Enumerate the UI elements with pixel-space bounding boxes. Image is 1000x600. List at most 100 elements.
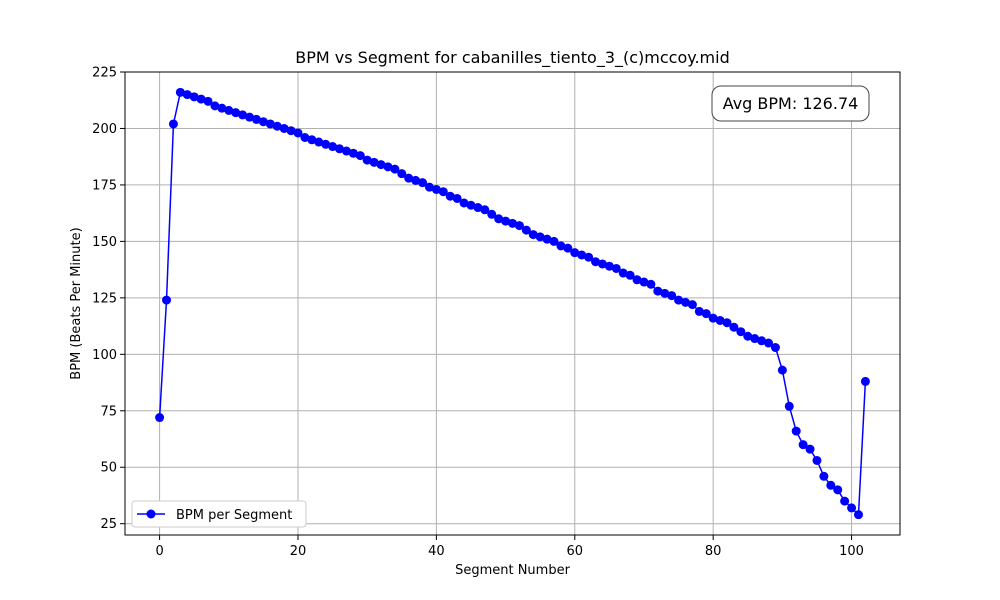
data-point xyxy=(653,286,663,296)
data-point xyxy=(805,444,815,454)
data-point xyxy=(701,309,711,319)
data-point xyxy=(335,144,345,154)
data-point xyxy=(376,160,386,170)
data-point xyxy=(833,485,843,495)
data-point xyxy=(487,209,497,219)
data-point xyxy=(535,232,545,242)
data-point xyxy=(611,263,621,273)
data-point xyxy=(743,331,753,341)
data-point xyxy=(784,401,794,411)
data-point xyxy=(757,336,767,346)
data-point xyxy=(438,187,448,197)
data-point xyxy=(293,128,303,138)
data-point xyxy=(459,198,469,208)
data-point xyxy=(826,480,836,490)
y-tick-label: 175 xyxy=(92,178,117,193)
data-point xyxy=(369,157,379,167)
data-point xyxy=(597,259,607,269)
x-tick-label: 40 xyxy=(428,544,445,559)
data-point xyxy=(424,182,434,192)
data-point xyxy=(404,173,414,183)
data-point xyxy=(355,151,365,161)
data-point xyxy=(341,146,351,156)
data-point xyxy=(162,295,172,305)
grid-lines xyxy=(125,71,900,535)
data-point xyxy=(217,103,227,113)
data-point xyxy=(840,496,850,506)
data-point xyxy=(175,87,185,97)
y-tick-label: 225 xyxy=(92,66,117,81)
data-point xyxy=(556,241,566,251)
data-point xyxy=(348,148,358,158)
data-point xyxy=(279,123,289,133)
legend-box xyxy=(131,500,307,528)
data-point xyxy=(680,297,690,307)
data-point xyxy=(182,90,192,100)
data-point xyxy=(632,275,642,285)
data-point xyxy=(155,413,165,423)
legend-label: BPM per Segment xyxy=(176,508,292,523)
data-point xyxy=(307,135,317,145)
data-point xyxy=(750,334,760,344)
y-tick-label: 125 xyxy=(92,291,117,306)
annotation-box xyxy=(711,85,870,122)
data-point xyxy=(694,306,704,316)
plot-frame xyxy=(124,71,901,536)
data-point xyxy=(646,279,656,289)
chart-title: BPM vs Segment for cabanilles_tiento_3_(… xyxy=(295,48,729,68)
data-point xyxy=(189,92,199,102)
data-point xyxy=(577,250,587,260)
data-point xyxy=(715,315,725,325)
data-point xyxy=(777,365,787,375)
y-tick-label: 100 xyxy=(92,348,117,363)
x-tick-label: 60 xyxy=(567,544,584,559)
data-point xyxy=(563,243,573,253)
x-tick-label: 80 xyxy=(705,544,722,559)
data-point xyxy=(196,94,206,104)
data-point xyxy=(431,184,441,194)
data-point xyxy=(224,105,234,115)
data-point xyxy=(625,270,635,280)
data-point xyxy=(853,510,863,520)
data-point xyxy=(514,221,524,231)
y-tick-label: 75 xyxy=(100,404,117,419)
data-point xyxy=(729,322,739,332)
y-axis-label: BPM (Beats Per Minute) xyxy=(69,227,84,379)
x-tick-label: 0 xyxy=(155,544,163,559)
data-point xyxy=(397,169,407,179)
data-point xyxy=(660,288,670,298)
data-point xyxy=(791,426,801,436)
data-point xyxy=(722,318,732,328)
data-point xyxy=(847,503,857,513)
data-point xyxy=(272,121,282,131)
legend: BPM per Segment xyxy=(131,500,307,528)
data-point xyxy=(251,114,261,124)
y-tick-label: 25 xyxy=(100,517,117,532)
data-point xyxy=(639,277,649,287)
data-point xyxy=(584,252,594,262)
data-point xyxy=(452,193,462,203)
data-point xyxy=(674,295,684,305)
data-point xyxy=(521,225,531,235)
data-point xyxy=(764,338,774,348)
data-point xyxy=(501,216,511,226)
data-point xyxy=(480,205,490,215)
data-point xyxy=(203,96,213,106)
y-axis-ticks: 25 50 75 100 125 150 175 200 225 xyxy=(92,66,125,532)
x-axis-ticks: 0 20 40 60 80 100 xyxy=(155,535,864,559)
data-point xyxy=(245,112,255,122)
data-point xyxy=(418,178,428,188)
data-point xyxy=(591,257,601,267)
data-point xyxy=(508,218,517,228)
data-point xyxy=(736,327,746,337)
data-point xyxy=(466,200,476,210)
data-point xyxy=(570,248,580,258)
data-point xyxy=(708,313,718,323)
data-point xyxy=(258,117,268,127)
y-tick-label: 50 xyxy=(100,461,117,476)
data-point xyxy=(383,162,393,172)
data-point xyxy=(231,108,241,118)
legend-marker-swatch xyxy=(146,509,156,519)
data-point xyxy=(321,139,331,149)
